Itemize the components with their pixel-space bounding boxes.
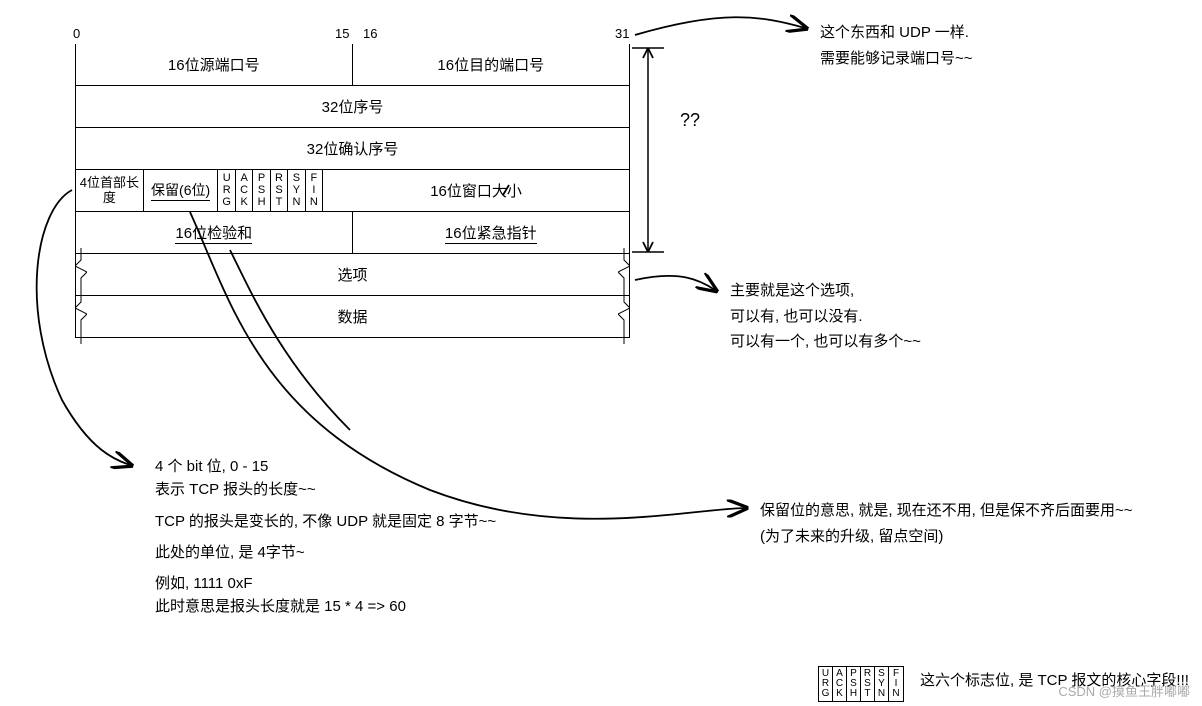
urgptr-label: 16位紧急指针 xyxy=(445,222,537,244)
note-line xyxy=(155,564,496,572)
hlen-cell: 4位首部长度 xyxy=(76,170,144,211)
flags-mini: URG ACK PSH RST SYN FIN xyxy=(818,666,904,702)
note-hlen: 4 个 bit 位, 0 - 15 表示 TCP 报头的长度~~ TCP 的报头… xyxy=(155,455,496,619)
note-line: 表示 TCP 报头的长度~~ xyxy=(155,478,496,501)
seq-cell: 32位序号 xyxy=(76,86,629,127)
row-data: 数据 xyxy=(75,296,630,338)
row-ports: 16位源端口号 16位目的端口号 xyxy=(75,44,630,86)
ruler-15: 15 xyxy=(335,26,349,41)
flag-ack: ACK xyxy=(236,170,253,211)
window-cell: 16位窗口大小 xyxy=(323,170,629,211)
note-line: TCP 的报头是变长的, 不像 UDP 就是固定 8 字节~~ xyxy=(155,510,496,533)
reserved-cell: 保留(6位) xyxy=(144,170,219,211)
bit-ruler: 0 15 16 31 xyxy=(75,30,630,44)
mini-flag-psh: PSH xyxy=(847,667,861,701)
note-line: 主要就是这个选项, xyxy=(730,278,921,304)
mini-flag-rst: RST xyxy=(861,667,875,701)
note-line xyxy=(155,533,496,541)
ruler-16: 16 xyxy=(363,26,377,41)
qmark-label: ?? xyxy=(680,105,700,136)
note-line: 例如, 1111 0xF xyxy=(155,572,496,595)
watermark: CSDN @摸鱼王胖嘟嘟 xyxy=(1058,681,1190,700)
note-line: 此时意思是报头长度就是 15 * 4 => 60 xyxy=(155,595,496,618)
mini-flag-ack: ACK xyxy=(833,667,847,701)
src-port-cell: 16位源端口号 xyxy=(76,44,353,85)
ruler-31: 31 xyxy=(615,26,629,41)
dst-port-cell: 16位目的端口号 xyxy=(353,44,630,85)
flag-urg: URG xyxy=(218,170,235,211)
row-ack: 32位确认序号 xyxy=(75,128,630,170)
note-line: 需要能够记录端口号~~ xyxy=(820,46,973,72)
flag-psh: PSH xyxy=(253,170,270,211)
mini-flag-syn: SYN xyxy=(875,667,889,701)
note-options: 主要就是这个选项, 可以有, 也可以没有. 可以有一个, 也可以有多个~~ xyxy=(730,278,921,355)
urgptr-cell: 16位紧急指针 xyxy=(353,212,630,253)
note-top-right: 这个东西和 UDP 一样. 需要能够记录端口号~~ xyxy=(820,20,973,71)
note-reserved: 保留位的意思, 就是, 现在还不用, 但是保不齐后面要用~~ (为了未来的升级,… xyxy=(760,498,1133,549)
note-line: 此处的单位, 是 4字节~ xyxy=(155,541,496,564)
note-line: 保留位的意思, 就是, 现在还不用, 但是保不齐后面要用~~ xyxy=(760,498,1133,524)
note-line: 4 个 bit 位, 0 - 15 xyxy=(155,455,496,478)
tcp-header-diagram: 0 15 16 31 16位源端口号 16位目的端口号 32位序号 32位确认序… xyxy=(75,30,630,338)
note-line: 这个东西和 UDP 一样. xyxy=(820,20,973,46)
row-options: 选项 xyxy=(75,254,630,296)
data-label: 数据 xyxy=(337,306,367,327)
mini-flag-urg: URG xyxy=(819,667,833,701)
flag-syn: SYN xyxy=(288,170,305,211)
checksum-cell: 16位检验和 xyxy=(76,212,353,253)
flag-fin: FIN xyxy=(306,170,323,211)
row-seq: 32位序号 xyxy=(75,86,630,128)
reserved-label: 保留(6位) xyxy=(151,180,210,201)
checksum-label: 16位检验和 xyxy=(175,222,252,244)
mini-flag-fin: FIN xyxy=(889,667,903,701)
flag-rst: RST xyxy=(271,170,288,211)
note-line xyxy=(155,502,496,510)
note-line: 可以有一个, 也可以有多个~~ xyxy=(730,329,921,355)
note-line: (为了未来的升级, 留点空间) xyxy=(760,524,1133,550)
ruler-0: 0 xyxy=(73,26,80,41)
options-label: 选项 xyxy=(337,264,367,285)
ack-cell: 32位确认序号 xyxy=(76,128,629,169)
note-line: 可以有, 也可以没有. xyxy=(730,304,921,330)
row-checksum: 16位检验和 16位紧急指针 xyxy=(75,212,630,254)
row-flags: 4位首部长度 保留(6位) URG ACK PSH RST SYN FIN 16… xyxy=(75,170,630,212)
